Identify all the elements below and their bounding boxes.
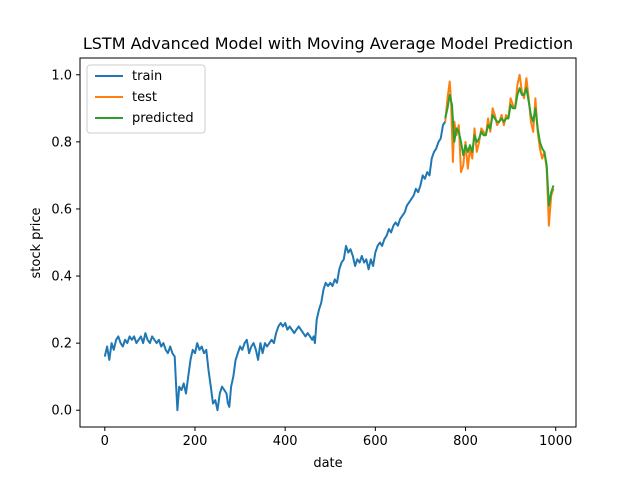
- x-tick-label: 200: [183, 434, 208, 449]
- series-line-predicted: [444, 87, 555, 207]
- y-tick-label: 0.4: [51, 270, 72, 285]
- series-line-train: [103, 121, 447, 412]
- x-tick-label: 0: [101, 434, 109, 449]
- y-tick-label: 0.6: [51, 202, 72, 217]
- y-tick-label: 0.8: [51, 135, 72, 150]
- legend-label-predicted: predicted: [132, 111, 194, 126]
- y-axis-ticks: 0.0 0.2 0.4 0.6 0.8 1.0: [51, 68, 80, 419]
- legend-label-test: test: [132, 90, 157, 105]
- x-axis-label: date: [313, 456, 342, 471]
- x-tick-label: 400: [273, 434, 298, 449]
- y-axis-label: stock price: [29, 208, 44, 279]
- x-tick-label: 600: [363, 434, 388, 449]
- x-tick-label: 800: [453, 434, 478, 449]
- y-tick-label: 1.0: [51, 68, 72, 83]
- legend-label-train: train: [132, 69, 162, 84]
- y-tick-label: 0.2: [51, 337, 72, 352]
- legend-box: [86, 64, 206, 134]
- x-tick-label: 1000: [539, 434, 572, 449]
- plot-area-frame: [79, 57, 577, 428]
- y-tick-label: 0.0: [51, 404, 72, 419]
- x-axis-ticks: 0 200 400 600 800 1000: [101, 427, 572, 449]
- chart-title: LSTM Advanced Model with Moving Average …: [83, 34, 573, 53]
- legend: train test predicted: [86, 64, 206, 134]
- series-line-test: [444, 73, 555, 227]
- series-layer: [103, 73, 555, 412]
